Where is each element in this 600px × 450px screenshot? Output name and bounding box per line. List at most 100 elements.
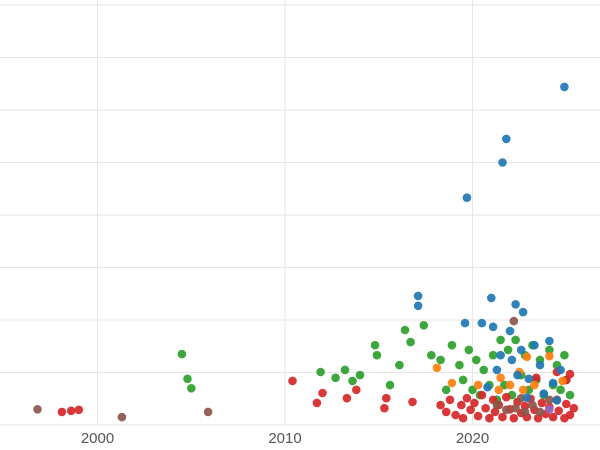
data-point-blue	[518, 307, 528, 317]
data-point-brown	[545, 395, 554, 405]
data-point-red	[481, 403, 490, 413]
data-point-blue	[535, 360, 545, 370]
data-point-red	[548, 412, 558, 422]
data-point-blue	[539, 389, 549, 398]
data-point-blue	[498, 158, 507, 167]
x-tick-label: 2000	[81, 430, 114, 447]
data-point-blue	[556, 365, 565, 375]
data-point-brown	[520, 407, 530, 417]
data-point-red	[470, 398, 479, 408]
data-point-green	[496, 335, 505, 345]
data-point-green	[455, 360, 464, 370]
data-point-brown	[33, 405, 42, 414]
data-point-red	[477, 390, 487, 400]
data-point-red	[485, 413, 494, 423]
data-point-red	[509, 413, 519, 423]
data-point-blue	[507, 355, 517, 365]
data-point-green	[565, 390, 575, 400]
data-point-orange	[530, 380, 539, 390]
data-point-red	[66, 406, 76, 416]
data-point-red	[490, 407, 500, 417]
data-point-blue	[548, 378, 558, 388]
data-point-blue	[502, 134, 511, 144]
data-point-green	[177, 349, 187, 359]
data-point-green	[464, 345, 474, 355]
data-point-red	[562, 399, 571, 409]
data-point-green	[560, 350, 569, 360]
data-point-green	[479, 365, 489, 375]
data-point-brown	[511, 403, 520, 413]
data-point-red	[466, 405, 475, 415]
data-point-brown	[492, 400, 502, 410]
data-point-blue	[530, 340, 539, 350]
data-point-brown	[502, 405, 511, 415]
data-point-blue	[511, 300, 520, 309]
data-point-blue	[496, 350, 505, 360]
data-point-blue	[552, 396, 562, 405]
x-tick-label: 2020	[456, 430, 489, 447]
data-point-brown	[203, 407, 213, 417]
data-point-green	[441, 385, 451, 395]
data-point-red	[458, 413, 468, 423]
data-point-red	[532, 373, 541, 383]
data-points-layer	[33, 82, 579, 423]
data-point-blue	[516, 345, 526, 355]
data-point-red	[498, 412, 507, 422]
data-point-orange	[558, 376, 567, 386]
data-point-orange	[505, 380, 515, 390]
data-point-brown	[509, 316, 519, 326]
data-point-red	[451, 410, 460, 420]
data-point-blue	[488, 322, 498, 332]
data-point-blue	[483, 382, 492, 392]
data-point-orange	[518, 385, 528, 395]
data-point-green	[436, 355, 445, 365]
data-point-red	[382, 393, 391, 403]
data-point-red	[502, 392, 511, 402]
x-tick-label: 2010	[268, 430, 301, 447]
data-point-blue	[487, 293, 496, 303]
data-point-green	[348, 376, 357, 386]
data-point-brown	[535, 407, 545, 417]
data-point-green	[372, 350, 382, 360]
data-point-green	[556, 385, 565, 395]
data-point-blue	[545, 336, 554, 346]
data-point-red	[554, 406, 563, 416]
data-point-blue	[513, 370, 522, 380]
x-axis: 2000 2010 2020	[81, 430, 489, 447]
data-point-blue	[505, 326, 515, 336]
data-point-red	[408, 397, 417, 407]
data-point-blue	[524, 374, 534, 384]
data-point-blue	[413, 291, 423, 301]
data-point-red	[537, 398, 547, 408]
data-point-brown	[528, 400, 537, 410]
data-point-blue	[460, 318, 470, 328]
data-point-blue	[522, 393, 532, 403]
data-point-green	[385, 380, 395, 390]
data-point-orange	[496, 373, 505, 383]
data-point-purple	[545, 405, 554, 414]
data-point-red	[342, 393, 352, 403]
data-point-red	[445, 395, 455, 405]
data-point-red	[473, 411, 483, 421]
data-point-blue	[492, 365, 502, 375]
data-point-green	[183, 374, 192, 384]
data-point-blue	[560, 82, 569, 92]
data-point-green	[545, 345, 554, 355]
data-point-red	[462, 393, 472, 403]
data-point-orange	[522, 352, 532, 362]
data-point-orange	[494, 385, 504, 395]
data-point-green	[488, 350, 498, 360]
data-point-red	[457, 400, 466, 410]
data-point-blue	[413, 301, 423, 311]
data-point-green	[503, 345, 513, 355]
data-point-green	[447, 340, 457, 350]
data-point-green	[316, 367, 325, 377]
data-point-orange	[545, 351, 554, 361]
data-point-green	[406, 337, 415, 347]
data-point-green	[370, 340, 380, 350]
data-point-blue	[477, 318, 487, 328]
data-point-orange	[432, 363, 442, 373]
data-point-green	[395, 360, 404, 370]
data-point-green	[511, 335, 520, 345]
